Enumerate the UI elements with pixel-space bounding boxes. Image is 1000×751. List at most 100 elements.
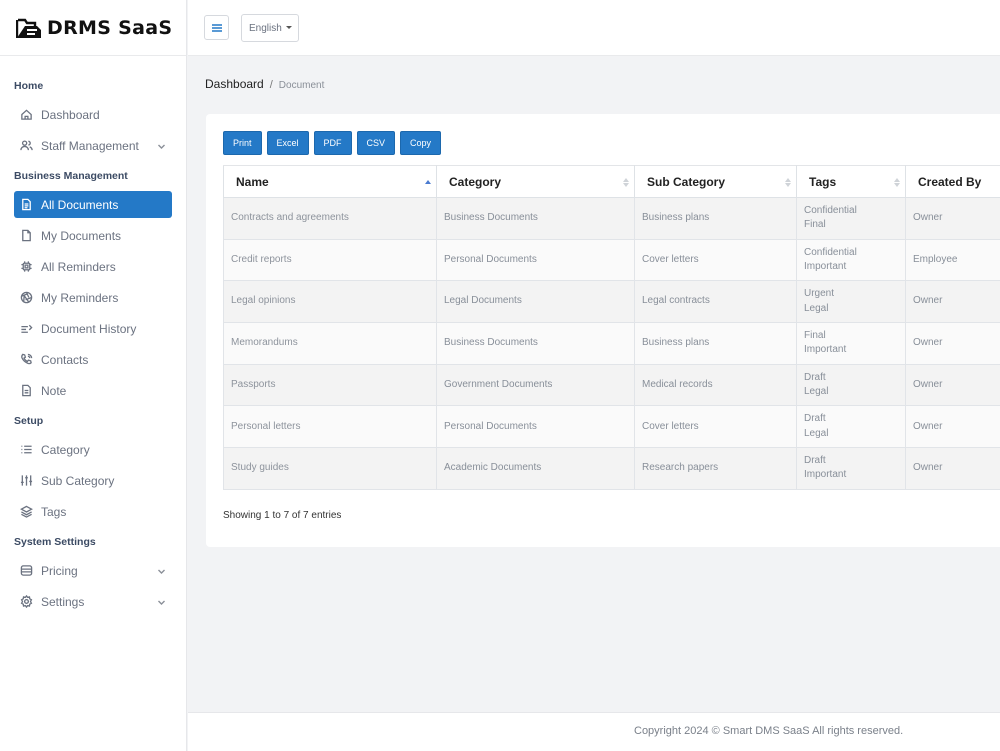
folder-doc-icon [16, 18, 41, 38]
column-header-name[interactable]: Name [223, 165, 437, 198]
sidebar-item-all-reminders[interactable]: All Reminders [14, 253, 172, 280]
tag-label: Legal [804, 302, 829, 314]
sidebar-item-label: Sub Category [41, 473, 115, 488]
users-icon [19, 139, 33, 153]
column-header-category[interactable]: Category [436, 165, 635, 198]
sidebar-section-title: Setup [14, 415, 44, 427]
sidebar-item-contacts[interactable]: Contacts [14, 346, 172, 373]
table-row[interactable]: Credit reports Personal Documents Cover le… [223, 238, 1000, 282]
aperture-icon [19, 291, 33, 305]
hamburger-icon [211, 23, 222, 32]
sidebar-item-category[interactable]: Category [14, 436, 172, 463]
breadcrumb-separator: / [269, 79, 273, 91]
cell-name: Memorandums [223, 322, 437, 365]
sidebar-item-note[interactable]: Note [14, 377, 172, 404]
column-header-sub-category[interactable]: Sub Category [634, 165, 797, 198]
sidebar-item-settings[interactable]: Settings [14, 588, 172, 615]
gear-icon [19, 595, 33, 609]
chevron-down-icon [157, 565, 166, 574]
phone-icon [19, 353, 33, 367]
note-icon [19, 384, 33, 398]
database-icon [19, 564, 33, 578]
sliders-icon [19, 474, 33, 488]
language-value: English [249, 23, 282, 34]
sidebar-item-sub-category[interactable]: Sub Category [14, 467, 172, 494]
cell-category: Business Documents [436, 197, 635, 240]
breadcrumb-home-link[interactable]: Dashboard [205, 77, 264, 91]
sidebar-item-all-documents[interactable]: All Documents [14, 191, 172, 218]
cell-name: Credit reports [223, 238, 437, 282]
cell-created-by: Owner [905, 280, 1000, 324]
pdf-button[interactable]: PDF [313, 131, 352, 155]
table-row[interactable]: Personal letters Personal Documents Cover … [223, 405, 1000, 449]
footer: Copyright 2024 © Smart DMS SaaS All righ… [188, 712, 1000, 751]
cell-name: Legal opinions [223, 280, 437, 324]
cell-created-by: Employee [905, 238, 1000, 282]
sidebar-item-label: Settings [41, 594, 85, 609]
documents-table: Name Category Sub Category Tags Created By C… [223, 165, 1000, 490]
cell-name: Personal letters [223, 405, 437, 449]
sidebar-item-label: Contacts [41, 352, 89, 367]
cell-sub-category: Business plans [634, 197, 797, 240]
documents-card: Print Excel PDF CSV Copy Name Category Sub Cat… [206, 114, 1000, 547]
tag-label: Confidential [804, 204, 857, 216]
tag-label: Draft [804, 413, 826, 425]
tag-label: Legal [804, 386, 829, 398]
column-header-tags[interactable]: Tags [796, 165, 906, 198]
cell-sub-category: Business plans [634, 322, 797, 365]
sidebar-item-my-reminders[interactable]: My Reminders [14, 284, 172, 311]
cell-tags: Confidential Important [796, 238, 906, 282]
table-row[interactable]: Legal opinions Legal Documents Legal contr… [223, 280, 1000, 324]
table-row[interactable]: Passports Government Documents Medical rec… [223, 363, 1000, 407]
table-row[interactable]: Contracts and agreements Business Documen… [223, 197, 1000, 240]
cell-created-by: Owner [905, 405, 1000, 449]
cell-category: Legal Documents [436, 280, 635, 324]
sidebar-item-staff-management[interactable]: Staff Management [14, 132, 172, 159]
excel-button[interactable]: Excel [266, 131, 309, 155]
menu-toggle-button[interactable] [204, 15, 229, 40]
history-icon [19, 322, 33, 336]
cell-tags: Draft Important [796, 447, 906, 490]
table-body: Contracts and agreements Business Documen… [223, 197, 1000, 490]
sidebar-item-label: Staff Management [41, 138, 139, 153]
sidebar-section-title: System Settings [14, 536, 96, 548]
sidebar-item-dashboard[interactable]: Dashboard [14, 101, 172, 128]
cell-name: Contracts and agreements [223, 197, 437, 240]
sidebar-item-label: Document History [41, 321, 137, 336]
print-button[interactable]: Print [223, 131, 262, 155]
tag-label: Legal [804, 427, 829, 439]
sidebar-item-my-documents[interactable]: My Documents [14, 222, 172, 249]
cell-category: Personal Documents [436, 238, 635, 282]
csv-button[interactable]: CSV [356, 131, 396, 155]
column-header-label: Category [449, 174, 502, 189]
table-row[interactable]: Study guides Academic Documents Research p… [223, 447, 1000, 490]
column-header-label: Created By [918, 174, 982, 189]
tag-label: Confidential [804, 246, 857, 258]
chevron-down-icon [157, 596, 166, 605]
cell-name: Passports [223, 363, 437, 407]
sidebar-section-title: Home [14, 80, 44, 92]
column-header-created-by[interactable]: Created By [905, 165, 1000, 198]
sidebar-item-tags[interactable]: Tags [14, 498, 172, 525]
copy-button[interactable]: Copy [400, 131, 442, 155]
brand-name: DRMS SaaS [47, 16, 173, 39]
sidebar-item-label: My Reminders [41, 290, 119, 305]
language-select[interactable]: English [241, 14, 299, 42]
brand-logo[interactable]: DRMS SaaS [0, 0, 186, 56]
caret-down-icon [286, 26, 292, 29]
cell-tags: Final Important [796, 322, 906, 365]
sidebar-item-pricing[interactable]: Pricing [14, 557, 172, 584]
breadcrumb: Dashboard / Document [205, 77, 324, 91]
sort-asc-icon [425, 176, 431, 188]
column-header-label: Name [236, 174, 269, 189]
column-header-label: Sub Category [647, 174, 726, 189]
cell-sub-category: Legal contracts [634, 280, 797, 324]
breadcrumb-current: Document [278, 80, 325, 91]
cell-name: Study guides [223, 447, 437, 490]
sidebar-item-document-history[interactable]: Document History [14, 315, 172, 342]
sidebar-item-label: Dashboard [41, 107, 100, 122]
sort-icon [894, 176, 900, 188]
tag-label: Urgent [804, 288, 835, 300]
sidebar: DRMS SaaS Home Dashboard Staff Management B… [0, 0, 187, 751]
table-row[interactable]: Memorandums Business Documents Business pl… [223, 322, 1000, 365]
